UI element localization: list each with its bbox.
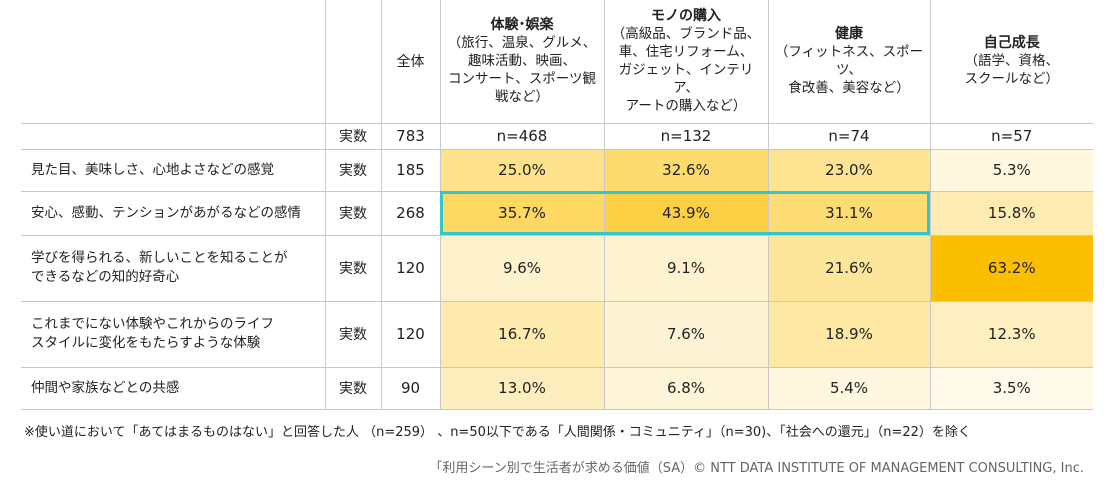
header-count-spacer: [324, 0, 382, 124]
category-title: 自己成長: [983, 35, 1040, 52]
n-row: 実数 783 n=468 n=132 n=74 n=57: [21, 122, 1093, 150]
category-subtitle: （高級品、ブランド品、 車、住宅リフォーム、 ガジェット、インテリア、 アートの…: [611, 26, 761, 115]
row-label: 仲間や家族などとの共感: [21, 366, 326, 410]
row-count-label: 実数: [324, 234, 382, 302]
row-label: 学びを得られる、新しいことを知ることが できるなどの知的好奇心: [21, 234, 326, 302]
n-cell: n=468: [439, 122, 605, 150]
row-label: 見た目、美味しさ、心地よさなどの感覚: [21, 148, 326, 192]
n-row-total: 783: [380, 122, 441, 150]
header-category-1: 体験･娯楽 （旅行、温泉、グルメ、 趣味活動、映画、 コンサート、スポーツ観 戦…: [439, 0, 605, 124]
heatmap-cell: 43.9%: [603, 190, 769, 236]
row-count-label: 実数: [324, 148, 382, 192]
category-subtitle: （旅行、温泉、グルメ、 趣味活動、映画、 コンサート、スポーツ観 戦など）: [447, 35, 597, 106]
row-count: 268: [380, 190, 441, 236]
heatmap-cell: 9.1%: [603, 234, 769, 302]
heatmap-cell: 31.1%: [767, 190, 931, 236]
heatmap-cell: 9.6%: [439, 234, 605, 302]
header-category-2: モノの購入 （高級品、ブランド品、 車、住宅リフォーム、 ガジェット、インテリア…: [603, 0, 769, 124]
heatmap-cell: 63.2%: [929, 234, 1093, 302]
heatmap-cell: 15.8%: [929, 190, 1093, 236]
header-total: 全体: [380, 0, 441, 124]
row-count-label: 実数: [324, 300, 382, 368]
data-row-4: これまでにない体験やこれからのライフ スタイルに変化をもたらすような体験 実数 …: [21, 300, 1093, 368]
category-title: モノの購入: [651, 8, 721, 25]
heatmap-cell: 5.4%: [767, 366, 931, 410]
heatmap-cell: 16.7%: [439, 300, 605, 368]
row-label: これまでにない体験やこれからのライフ スタイルに変化をもたらすような体験: [21, 300, 326, 368]
heatmap-cell: 32.6%: [603, 148, 769, 192]
data-row-1: 見た目、美味しさ、心地よさなどの感覚 実数 185 25.0% 32.6% 23…: [21, 148, 1093, 192]
category-subtitle: （語学、資格、 スクールなど）: [964, 53, 1060, 88]
heatmap-cell: 35.7%: [439, 190, 605, 236]
heatmap-table: 全体 体験･娯楽 （旅行、温泉、グルメ、 趣味活動、映画、 コンサート、スポーツ…: [21, 0, 1093, 410]
heatmap-cell: 18.9%: [767, 300, 931, 368]
data-row-5: 仲間や家族などとの共感 実数 90 13.0% 6.8% 5.4% 3.5%: [21, 366, 1093, 410]
header-category-3: 健康 （フィットネス、スポーツ、 食改善、美容など）: [767, 0, 931, 124]
category-title: 体験･娯楽: [490, 17, 554, 34]
heatmap-cell: 3.5%: [929, 366, 1093, 410]
row-count: 120: [380, 234, 441, 302]
row-count: 120: [380, 300, 441, 368]
n-row-count-label: 実数: [324, 122, 382, 150]
row-label: 安心、感動、テンションがあがるなどの感情: [21, 190, 326, 236]
n-cell: n=74: [767, 122, 931, 150]
data-row-3: 学びを得られる、新しいことを知ることが できるなどの知的好奇心 実数 120 9…: [21, 234, 1093, 302]
credit: 「利用シーン別で生活者が求める価値（SA）© NTT DATA INSTITUT…: [429, 461, 1084, 476]
heatmap-cell: 25.0%: [439, 148, 605, 192]
data-row-2: 安心、感動、テンションがあがるなどの感情 実数 268 35.7% 43.9% …: [21, 190, 1093, 236]
heatmap-cell: 12.3%: [929, 300, 1093, 368]
category-subtitle: （フィットネス、スポーツ、 食改善、美容など）: [774, 44, 924, 97]
heatmap-cell: 21.6%: [767, 234, 931, 302]
row-count: 90: [380, 366, 441, 410]
n-cell: n=57: [929, 122, 1093, 150]
footnote: ※使い道において「あてはまるものはない」と回答した人 （n=259） 、n=50…: [24, 425, 971, 440]
row-count-label: 実数: [324, 366, 382, 410]
heatmap-cell: 6.8%: [603, 366, 769, 410]
n-cell: n=132: [603, 122, 769, 150]
header-category-4: 自己成長 （語学、資格、 スクールなど）: [929, 0, 1093, 124]
header-row: 全体 体験･娯楽 （旅行、温泉、グルメ、 趣味活動、映画、 コンサート、スポーツ…: [21, 0, 1093, 124]
row-count: 185: [380, 148, 441, 192]
category-title: 健康: [835, 26, 863, 43]
row-count-label: 実数: [324, 190, 382, 236]
n-row-blank: [21, 122, 326, 150]
header-corner-cell: [21, 0, 326, 124]
heatmap-cell: 5.3%: [929, 148, 1093, 192]
heatmap-table-wrapper: 全体 体験･娯楽 （旅行、温泉、グルメ、 趣味活動、映画、 コンサート、スポーツ…: [21, 0, 1093, 410]
heatmap-cell: 7.6%: [603, 300, 769, 368]
heatmap-cell: 23.0%: [767, 148, 931, 192]
heatmap-cell: 13.0%: [439, 366, 605, 410]
